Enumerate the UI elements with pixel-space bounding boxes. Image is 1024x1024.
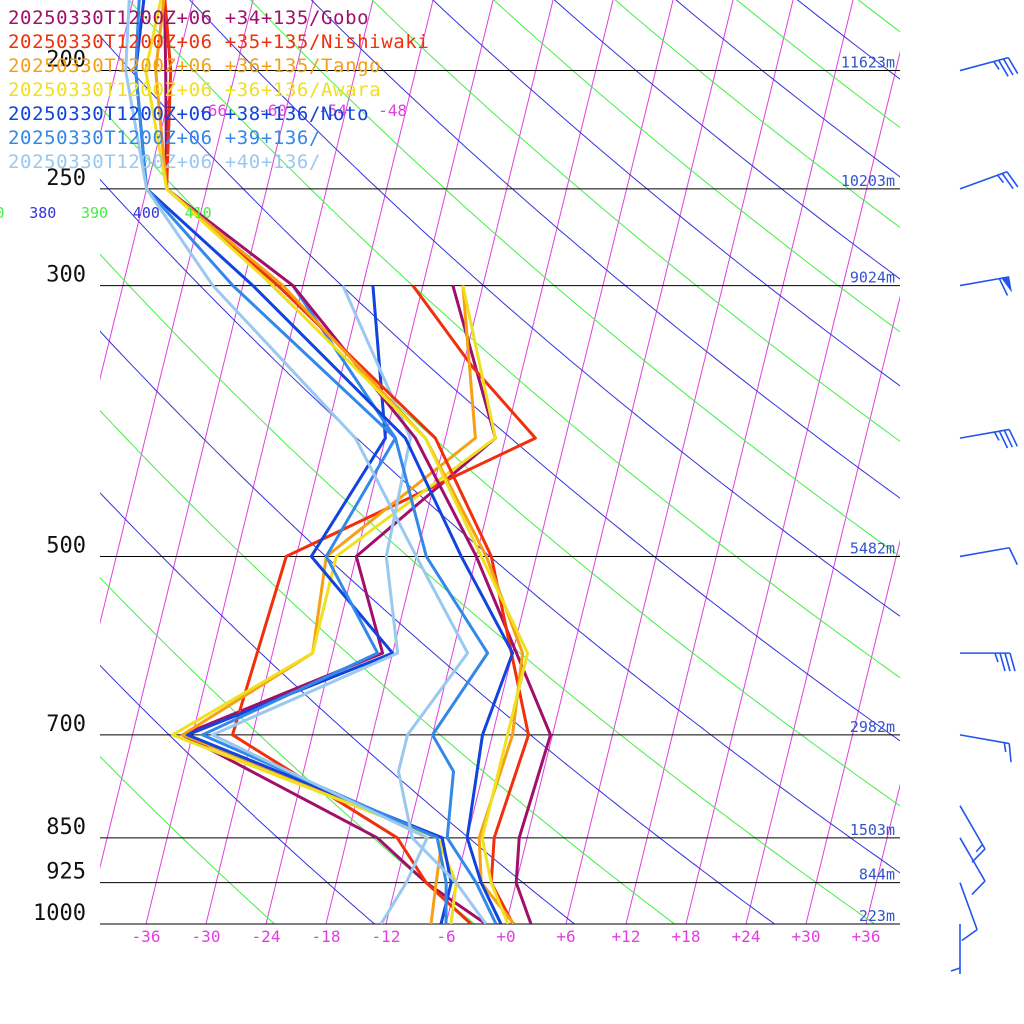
dry-adiabat-line (100, 409, 675, 924)
temperature-tick-label: -30 (192, 927, 221, 946)
isotherm-line (805, 539, 900, 924)
legend-entry-station-40-136: 20250330T1200Z+06 +40+136/ (8, 151, 322, 173)
dry-adiabat-line (100, 106, 900, 807)
height-label: 11623m (841, 54, 895, 72)
isotherm-line (565, 0, 794, 924)
axis-labels: 10015999m15013457m20011623m25010203m3009… (0, 48, 895, 946)
height-label: 844m (859, 866, 895, 884)
temperature-line (134, 0, 515, 924)
dry-adiabat-line (100, 755, 275, 924)
dry-adiabat-line (100, 664, 375, 924)
temperature-tick-label: -12 (372, 927, 401, 946)
dry-adiabat-line (100, 253, 875, 924)
dewpoint-line (171, 285, 497, 924)
temperature-tick-label: +36 (852, 927, 881, 946)
wind-barb (959, 837, 986, 896)
wind-barb (950, 924, 961, 974)
pressure-tick-label: 1000 (33, 901, 86, 926)
pressure-tick-label: 925 (46, 860, 86, 885)
temperature-tick-label: +30 (792, 927, 821, 946)
isotherm-label: -54 (318, 101, 347, 120)
wind-barb (959, 276, 1013, 296)
dewpoint-line (211, 284, 429, 924)
isotherm-line (986, 0, 1024, 924)
isotherm-line (505, 0, 734, 924)
wind-barbs (950, 56, 1019, 974)
isotherm-line (385, 0, 614, 924)
temperature-line (134, 0, 498, 924)
dewpoint-line (181, 285, 497, 924)
isotherm-line (445, 0, 674, 924)
temperature-line (144, 0, 530, 924)
temperature-line (163, 0, 530, 924)
height-label: 1503m (850, 821, 895, 839)
wind-barb (959, 428, 1019, 449)
wind-barb (959, 734, 1012, 763)
theta-label: 410 (185, 204, 212, 222)
legend-entry-noto: 20250330T1200Z+06 +38+136/Noto (8, 103, 370, 125)
dry-adiabat-line (100, 492, 575, 924)
isotherm-line (745, 295, 900, 924)
temperature-tick-label: +18 (672, 927, 701, 946)
legend-entry-station-39-136: 20250330T1200Z+06 +39+136/ (8, 127, 322, 149)
wind-barb (959, 56, 1019, 77)
wind-barb (959, 546, 1019, 565)
temperature-tick-label: -24 (252, 927, 281, 946)
legend-entry-nishiwaki: 20250330T1200Z+06 +35+135/Nishiwaki (8, 31, 430, 53)
temperature-line (124, 0, 488, 924)
isotherm-label: -60 (258, 101, 287, 120)
wind-barb (960, 652, 1016, 672)
temperature-line (163, 0, 552, 924)
temperature-tick-label: +6 (556, 927, 575, 946)
dewpoint-line (201, 284, 448, 924)
height-label: 2982m (850, 718, 895, 736)
pressure-tick-label: 200 (46, 48, 86, 73)
height-label: 5482m (850, 539, 895, 557)
theta-label: 370 (0, 204, 5, 222)
wind-barb (959, 805, 986, 863)
isotherm-line (926, 0, 1024, 924)
isotherm-line (685, 50, 900, 924)
height-label: 10203m (841, 172, 895, 190)
pressure-tick-label: 500 (46, 533, 86, 558)
temperature-tick-label: +24 (732, 927, 761, 946)
dry-adiabat-line (100, 178, 900, 874)
isotherm-label: -48 (378, 101, 407, 120)
temperature-tick-label: -36 (132, 927, 161, 946)
legend-entry-gobo: 20250330T1200Z+06 +34+135/Gobo (8, 7, 370, 29)
isotherm-line (865, 783, 900, 924)
legend: 20250330T1200Z+06 +34+135/Gobo 20250330T… (8, 6, 429, 174)
temperature-tick-label: -18 (312, 927, 341, 946)
theta-label: 390 (81, 204, 108, 222)
pressure-tick-label: 250 (46, 166, 86, 191)
legend-entry-tango: 20250330T1200Z+06 +36+135/Tango (8, 55, 382, 77)
temperature-tick-label: -6 (436, 927, 455, 946)
pressure-tick-label: 700 (46, 712, 86, 737)
temperature-tick-label: +12 (612, 927, 641, 946)
dry-adiabat-line (100, 330, 775, 924)
legend-entry-awara: 20250330T1200Z+06 +36+136/Awara (8, 79, 382, 101)
theta-label: 380 (29, 204, 56, 222)
wind-barb (959, 882, 978, 942)
height-label: 9024m (850, 269, 895, 287)
theta-label: 400 (133, 204, 160, 222)
wind-barb (959, 171, 1019, 190)
height-label: 223m (859, 907, 895, 925)
temperature-tick-label: +0 (496, 927, 515, 946)
sounding-profiles (124, 0, 552, 924)
pressure-tick-label: 850 (46, 815, 86, 840)
pressure-tick-label: 300 (46, 263, 86, 288)
isotherm-label: -66 (198, 101, 227, 120)
dewpoint-line (181, 285, 477, 924)
